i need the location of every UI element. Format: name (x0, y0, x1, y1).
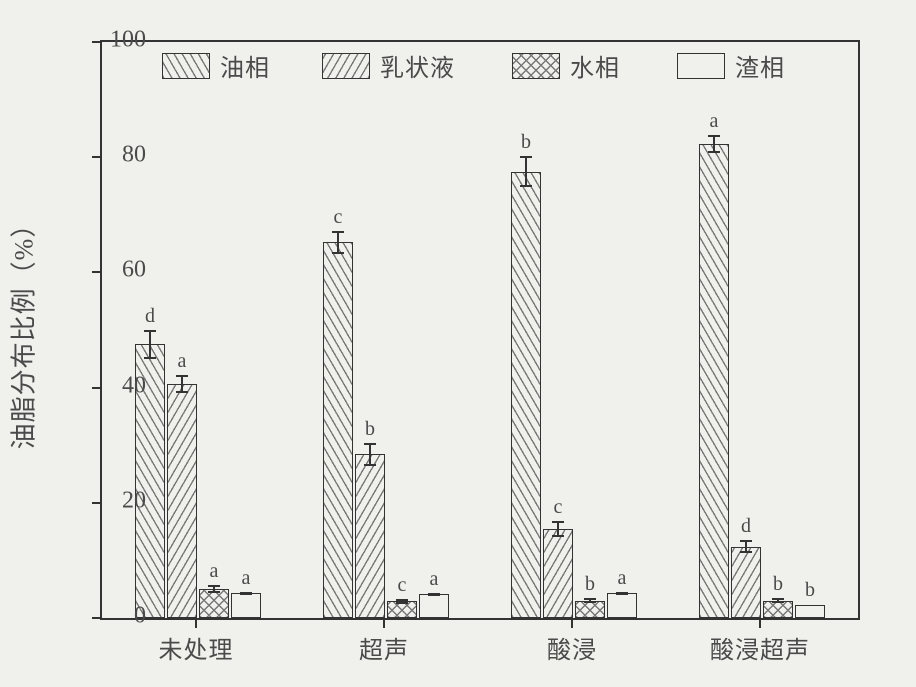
bar (607, 593, 637, 618)
error-cap (708, 151, 720, 153)
error-cap (584, 598, 596, 600)
legend-item-emulsion: 乳状液 (322, 48, 455, 83)
error-bar (713, 136, 715, 152)
significance-letter: b (365, 418, 375, 441)
error-cap (520, 185, 532, 187)
error-bar (337, 232, 339, 254)
y-tick-label: 80 (122, 142, 146, 169)
significance-letter: a (618, 567, 627, 590)
legend-swatch-oil (162, 53, 210, 79)
figure-container: 油脂分布比例（%） 油相 乳状液 水相 渣相 daaacbcabcbaadbb … (0, 0, 916, 687)
error-bar (181, 376, 183, 392)
y-tick (92, 41, 102, 43)
x-tick-label: 酸浸超声 (710, 630, 810, 665)
significance-letter: a (242, 567, 251, 590)
bar (355, 454, 385, 618)
chart-plot-area: 油相 乳状液 水相 渣相 daaacbcabcbaadbb (100, 40, 860, 620)
error-cap (616, 593, 628, 595)
y-tick (92, 156, 102, 158)
error-cap (332, 252, 344, 254)
significance-letter: a (178, 350, 187, 373)
bar (323, 242, 353, 618)
y-tick (92, 617, 102, 619)
y-tick-label: 20 (122, 487, 146, 514)
significance-letter: d (145, 305, 155, 328)
y-tick (92, 271, 102, 273)
bar (795, 605, 825, 618)
x-tick-label: 酸浸 (547, 630, 597, 665)
bar (731, 547, 761, 618)
error-cap (772, 598, 784, 600)
legend-label: 油相 (220, 48, 270, 83)
bar (699, 144, 729, 618)
error-cap (364, 464, 376, 466)
error-cap (396, 602, 408, 604)
significance-letter: a (430, 568, 439, 591)
y-tick-label: 100 (110, 27, 146, 54)
error-cap (208, 591, 220, 593)
significance-letter: d (741, 515, 751, 538)
error-cap (144, 357, 156, 359)
bar (511, 172, 541, 618)
error-cap (332, 231, 344, 233)
error-bar (525, 157, 527, 186)
y-axis-label: 油脂分布比例（%） (4, 211, 41, 450)
legend-swatch-water (512, 53, 560, 79)
x-tick-label: 未处理 (159, 630, 234, 665)
significance-letter: a (210, 560, 219, 583)
bar (419, 594, 449, 618)
legend-item-water: 水相 (512, 48, 620, 83)
error-cap (176, 391, 188, 393)
y-tick-label: 0 (134, 603, 146, 630)
error-bar (149, 331, 151, 357)
significance-letter: c (398, 574, 407, 597)
significance-letter: c (554, 496, 563, 519)
error-cap (708, 135, 720, 137)
error-cap (552, 535, 564, 537)
error-cap (428, 594, 440, 596)
bar (543, 529, 573, 618)
bar (167, 384, 197, 618)
bar (231, 593, 261, 618)
error-cap (740, 540, 752, 542)
y-tick-label: 60 (122, 257, 146, 284)
error-bar (369, 444, 371, 465)
significance-letter: b (521, 131, 531, 154)
error-cap (552, 521, 564, 523)
legend-item-oil: 油相 (162, 48, 270, 83)
significance-letter: b (773, 573, 783, 596)
error-cap (176, 375, 188, 377)
x-tick (759, 618, 761, 628)
legend-label: 乳状液 (380, 48, 455, 83)
legend-swatch-residue (677, 53, 725, 79)
y-tick-label: 40 (122, 372, 146, 399)
error-cap (740, 551, 752, 553)
error-cap (520, 156, 532, 158)
error-cap (144, 330, 156, 332)
error-cap (772, 601, 784, 603)
error-bar (557, 522, 559, 536)
y-tick (92, 387, 102, 389)
error-cap (208, 585, 220, 587)
error-cap (396, 599, 408, 601)
legend-swatch-emulsion (322, 53, 370, 79)
significance-letter: a (710, 110, 719, 133)
legend-label: 渣相 (735, 48, 785, 83)
error-cap (240, 593, 252, 595)
legend-label: 水相 (570, 48, 620, 83)
x-tick (195, 618, 197, 628)
significance-letter: c (334, 206, 343, 229)
x-tick (383, 618, 385, 628)
significance-letter: b (585, 573, 595, 596)
x-tick (571, 618, 573, 628)
significance-letter: b (805, 579, 815, 602)
error-cap (364, 443, 376, 445)
legend-item-residue: 渣相 (677, 48, 785, 83)
x-tick-label: 超声 (359, 630, 409, 665)
y-tick (92, 502, 102, 504)
error-cap (584, 601, 596, 603)
bar (199, 589, 229, 618)
